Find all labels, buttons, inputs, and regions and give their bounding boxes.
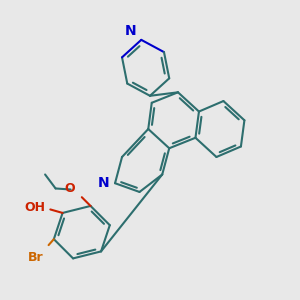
Text: O: O [64, 182, 75, 195]
Text: Br: Br [28, 251, 43, 264]
Text: OH: OH [24, 201, 45, 214]
Text: N: N [98, 176, 110, 190]
Text: N: N [124, 24, 136, 38]
